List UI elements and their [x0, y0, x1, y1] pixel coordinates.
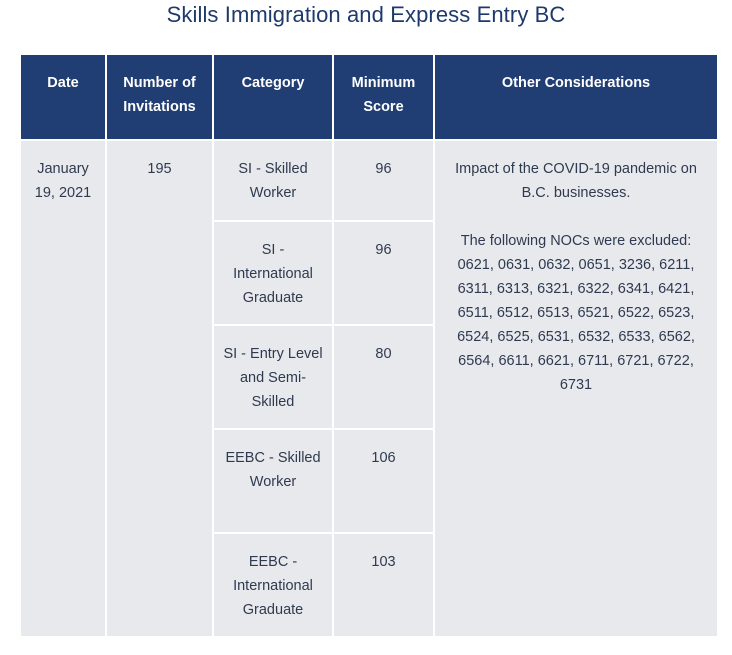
header-other-considerations: Other Considerations — [433, 53, 719, 141]
score-cell: 103 — [332, 532, 435, 638]
category-cell: SI - Skilled Worker — [212, 139, 334, 222]
header-invitations: Number of Invitations — [105, 53, 214, 141]
score-cell: 80 — [332, 324, 435, 430]
table-row: SI - International Graduate 96 — [20, 220, 718, 326]
other-considerations: Impact of the COVID-19 pandemic on B.C. … — [433, 139, 719, 638]
category-cell: SI - Entry Level and Semi-Skilled — [212, 324, 334, 430]
table-row: EEBC - International Graduate 103 — [20, 532, 718, 638]
category-cell: EEBC - Skilled Worker — [212, 428, 334, 534]
invitation-count: 195 — [105, 139, 214, 638]
covid-impact-note: Impact of the COVID-19 pandemic on B.C. … — [455, 161, 697, 201]
header-min-score: Minimum Score — [332, 53, 435, 141]
score-cell: 106 — [332, 428, 435, 534]
category-cell: SI - International Graduate — [212, 220, 334, 326]
table-row: EEBC - Skilled Worker 106 — [20, 428, 718, 534]
category-cell: EEBC - International Graduate — [212, 532, 334, 638]
score-cell: 96 — [332, 139, 435, 222]
header-date: Date — [19, 53, 107, 141]
table-row: January 19, 2021 195 SI - Skilled Worker… — [19, 139, 719, 638]
draws-table: Date Number of Invitations Category Mini… — [19, 53, 719, 638]
header-category: Category — [212, 53, 334, 141]
draw-date: January 19, 2021 — [19, 139, 107, 638]
table-row: SI - Entry Level and Semi-Skilled 80 — [20, 324, 718, 430]
header-row: Date Number of Invitations Category Mini… — [19, 53, 719, 141]
page-title: Skills Immigration and Express Entry BC — [166, 2, 566, 27]
score-cell: 96 — [332, 220, 435, 326]
excluded-nocs-note: The following NOCs were excluded: 0621, … — [457, 233, 695, 393]
